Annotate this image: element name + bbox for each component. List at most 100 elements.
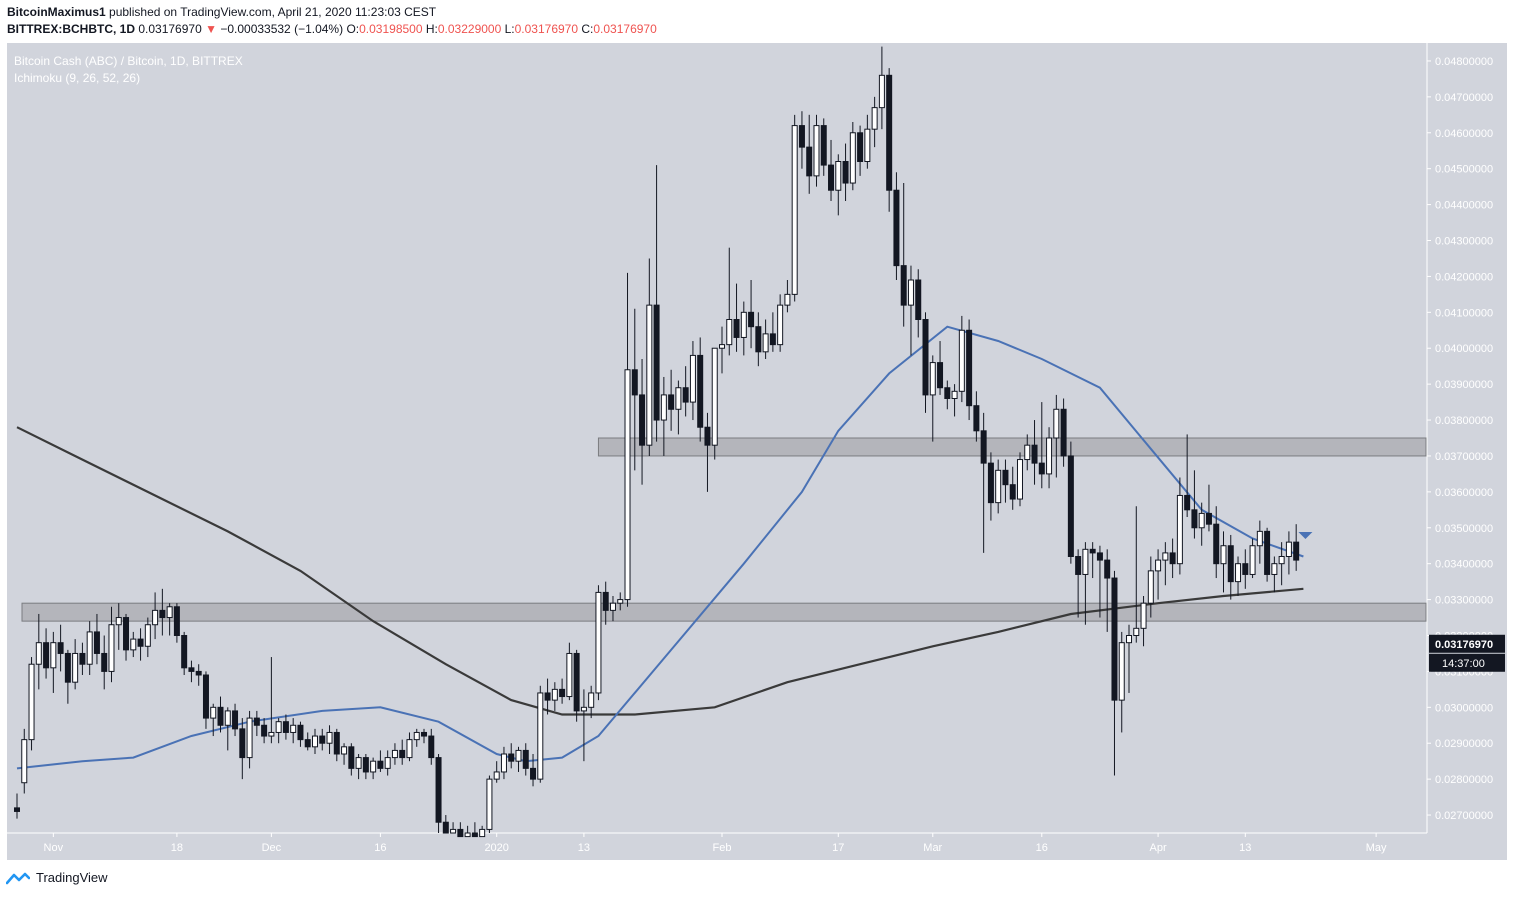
candle[interactable]	[1256, 520, 1263, 564]
candle[interactable]	[537, 685, 544, 783]
candle[interactable]	[1046, 427, 1053, 489]
candle[interactable]	[362, 754, 369, 780]
candle[interactable]	[486, 775, 493, 833]
candle[interactable]	[798, 111, 805, 169]
candle[interactable]	[1060, 398, 1067, 467]
candle[interactable]	[1009, 466, 1016, 510]
author-name[interactable]: BitcoinMaximus1	[7, 5, 106, 19]
candle[interactable]	[311, 728, 318, 754]
candle[interactable]	[1227, 534, 1234, 600]
candle[interactable]	[748, 280, 755, 349]
candle[interactable]	[1264, 527, 1271, 582]
candle[interactable]	[886, 68, 893, 212]
candle[interactable]	[421, 728, 428, 744]
candle[interactable]	[326, 725, 333, 754]
candle[interactable]	[435, 754, 442, 833]
candle[interactable]	[166, 603, 173, 636]
candle[interactable]	[820, 118, 827, 176]
candle[interactable]	[937, 341, 944, 395]
candle[interactable]	[384, 750, 391, 776]
candle[interactable]	[1162, 542, 1169, 586]
candle[interactable]	[631, 308, 638, 471]
candle[interactable]	[261, 718, 268, 744]
candle[interactable]	[35, 613, 42, 690]
candle[interactable]	[660, 376, 667, 456]
candle[interactable]	[43, 628, 50, 679]
candle[interactable]	[878, 46, 885, 130]
candle[interactable]	[224, 707, 231, 751]
candle[interactable]	[624, 272, 631, 607]
candle[interactable]	[406, 732, 413, 762]
candle[interactable]	[973, 391, 980, 442]
candle[interactable]	[595, 585, 602, 701]
candle[interactable]	[1293, 524, 1300, 571]
candle[interactable]	[791, 114, 798, 302]
candle[interactable]	[1147, 556, 1154, 618]
candle[interactable]	[152, 592, 159, 640]
candle[interactable]	[1220, 531, 1227, 593]
candle[interactable]	[304, 732, 311, 751]
candle[interactable]	[471, 822, 478, 838]
candle[interactable]	[602, 581, 609, 625]
candle[interactable]	[1118, 631, 1125, 733]
candle[interactable]	[907, 265, 914, 356]
candle[interactable]	[493, 761, 500, 783]
candle[interactable]	[958, 315, 965, 403]
candle[interactable]	[123, 613, 130, 661]
candle[interactable]	[697, 337, 704, 442]
candle[interactable]	[1002, 459, 1009, 503]
candle[interactable]	[762, 319, 769, 360]
candle[interactable]	[1133, 506, 1140, 643]
candle[interactable]	[617, 592, 624, 611]
candle[interactable]	[1184, 434, 1191, 517]
candle[interactable]	[86, 621, 93, 675]
candle[interactable]	[290, 718, 297, 744]
candle[interactable]	[1016, 452, 1023, 507]
candle[interactable]	[944, 380, 951, 410]
candle[interactable]	[210, 703, 217, 737]
candle[interactable]	[1169, 538, 1176, 579]
candle[interactable]	[806, 114, 813, 194]
candle[interactable]	[893, 172, 900, 280]
candle[interactable]	[951, 384, 958, 417]
candle[interactable]	[1089, 542, 1096, 579]
candle[interactable]	[1249, 538, 1256, 579]
candle[interactable]	[1111, 570, 1118, 776]
candle[interactable]	[464, 825, 471, 838]
candle[interactable]	[1271, 556, 1278, 593]
candle[interactable]	[217, 696, 224, 733]
candle[interactable]	[857, 125, 864, 176]
candle[interactable]	[653, 165, 660, 442]
tradingview-footer[interactable]: TradingView	[6, 870, 108, 885]
candle[interactable]	[355, 754, 362, 780]
candle[interactable]	[980, 412, 987, 553]
candle[interactable]	[769, 312, 776, 352]
candle[interactable]	[1053, 394, 1060, 478]
candle[interactable]	[559, 678, 566, 704]
candle[interactable]	[1038, 402, 1045, 489]
candle[interactable]	[195, 664, 202, 686]
candle[interactable]	[93, 613, 100, 665]
candle[interactable]	[457, 822, 464, 838]
candle[interactable]	[726, 247, 733, 356]
candle[interactable]	[813, 114, 820, 187]
candle[interactable]	[1213, 506, 1220, 579]
candle[interactable]	[500, 746, 507, 780]
candle[interactable]	[1285, 531, 1292, 575]
candle[interactable]	[28, 657, 35, 751]
candle[interactable]	[668, 369, 675, 431]
candle[interactable]	[842, 143, 849, 201]
candle[interactable]	[57, 624, 64, 672]
candle[interactable]	[246, 710, 253, 769]
candle[interactable]	[188, 660, 195, 683]
chart-area[interactable]: 0.02700000 0.02800000 0.02900000 0.03000000…	[0, 42, 1514, 862]
candle[interactable]	[282, 714, 289, 740]
candle[interactable]	[689, 341, 696, 421]
candle[interactable]	[740, 301, 747, 356]
candle[interactable]	[101, 635, 108, 690]
candle[interactable]	[72, 639, 79, 690]
candle[interactable]	[268, 657, 275, 744]
candle[interactable]	[609, 596, 616, 622]
candle[interactable]	[181, 631, 188, 675]
candle[interactable]	[21, 728, 28, 794]
